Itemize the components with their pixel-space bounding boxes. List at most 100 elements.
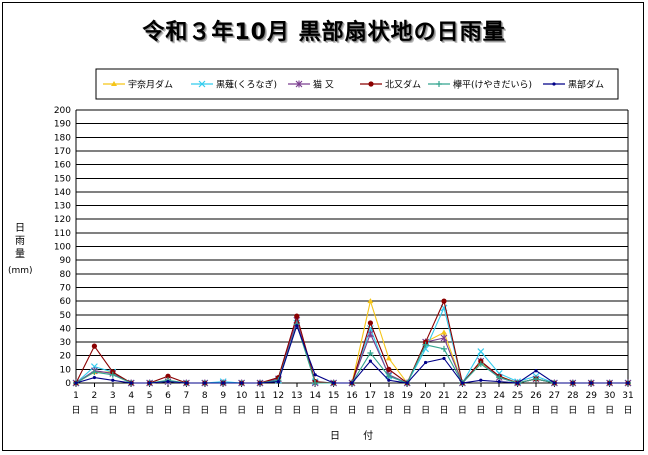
data-point [440,334,448,342]
x-tick-label-suffix: 日 [292,405,301,416]
x-tick-label: 22 [457,391,468,401]
x-tick-label-suffix: 日 [531,405,540,416]
y-tick-label: 190 [54,120,71,130]
legend-marker [111,81,117,86]
x-tick-label-suffix: 日 [71,405,80,416]
x-tick-label: 7 [184,391,190,401]
x-tick-label: 18 [383,391,395,401]
data-point [626,381,630,385]
legend-marker [552,82,556,86]
y-axis-ticks: 0 10 20 30 40 50 60 70 80 90 100 110 120 130 140 150 160… [54,106,71,389]
series-line [75,322,628,384]
legend-label: 黒部ダム [568,79,604,91]
legend-label: 宇奈月ダム [128,79,173,91]
x-tick-label-suffix: 日 [623,405,632,416]
data-point [385,355,392,361]
data-point [109,371,116,378]
data-point [91,343,97,349]
y-axis-label-char: 雨 [15,236,25,247]
data-point [166,380,170,384]
data-point [497,380,501,384]
x-tick-label: 29 [585,391,597,401]
x-tick-label: 1 [73,391,79,401]
x-tick-label: 16 [346,391,358,401]
data-point [424,360,428,365]
x-tick-label-suffix: 日 [200,405,209,416]
x-tick-label-suffix: 日 [311,405,320,416]
data-point [386,366,392,372]
y-axis-label-char: 日 [15,223,25,234]
x-tick-label-suffix: 日 [605,405,614,416]
data-point [441,298,447,304]
x-tick-label: 17 [365,391,376,401]
data-point [387,378,391,382]
data-point [479,378,483,382]
x-tick-label-suffix: 日 [403,405,412,416]
data-point [313,373,317,377]
data-point [92,375,96,380]
x-tick-label-suffix: 日 [495,405,504,416]
x-tick-label: 31 [622,391,633,401]
data-point [441,329,447,335]
legend-label: 猫 又 [313,79,334,91]
legend-label: 北又ダム [385,79,421,91]
data-point [367,298,374,304]
x-tick-label: 19 [401,391,413,401]
x-tick-label: 14 [309,391,321,401]
data-point [295,324,299,328]
x-tick-label: 24 [493,391,505,401]
x-tick-label: 13 [291,391,302,401]
data-point [571,381,575,385]
y-tick-label: 180 [54,133,71,143]
series-line [75,306,628,385]
legend-label: 欅平(けやきだいら) [453,80,532,91]
x-tick-label-suffix: 日 [219,405,228,416]
y-axis-label-char: 量 [15,249,25,260]
x-tick-label: 23 [475,391,486,401]
y-tick-label: 60 [60,297,72,307]
data-point [74,381,78,385]
series-2 [72,316,632,387]
data-point [91,369,98,376]
y-tick-label: 30 [60,338,72,348]
x-tick-label: 2 [92,391,98,401]
series-5 [74,324,630,385]
x-tick-label: 9 [220,391,226,401]
data-point [312,380,319,386]
x-tick-label: 12 [273,391,284,401]
y-tick-label: 200 [54,106,71,116]
legend: 宇奈月ダム 黒薙(くろなぎ) 猫 又 北又ダム 欅平(けやきだいら) 黒部ダム [95,68,619,100]
x-axis-label: 日 付 [330,431,384,442]
x-tick-label-suffix: 日 [458,405,467,416]
x-tick-label-suffix: 日 [163,405,172,416]
series-line [75,318,628,385]
x-tick-label-suffix: 日 [366,405,375,416]
x-tick-label-suffix: 日 [237,405,246,416]
x-axis-ticks: 1日2日3日4日5日6日7日8日9日10日11日12日13日14日15日16日1… [71,383,634,416]
x-tick-label: 6 [165,391,171,401]
series-line [75,324,628,384]
data-point [496,374,503,381]
y-tick-label: 80 [60,270,72,280]
data-point [477,348,485,356]
x-tick-label-suffix: 日 [108,405,117,416]
y-tick-label: 140 [54,188,71,198]
data-point [477,360,484,367]
data-point [276,380,280,384]
data-point [258,381,262,385]
data-point [516,381,520,385]
x-tick-label-suffix: 日 [513,405,522,416]
y-tick-label: 50 [60,311,72,321]
data-point [240,381,244,385]
data-point [534,369,538,373]
series-4 [73,321,631,386]
data-point [165,373,171,379]
x-tick-label: 21 [438,391,449,401]
x-tick-label: 15 [328,391,339,401]
series-1 [72,304,632,387]
series-layer [72,298,632,387]
x-tick-label-suffix: 日 [568,405,577,416]
data-point [608,381,612,385]
data-point [221,381,225,385]
data-point [332,381,336,385]
